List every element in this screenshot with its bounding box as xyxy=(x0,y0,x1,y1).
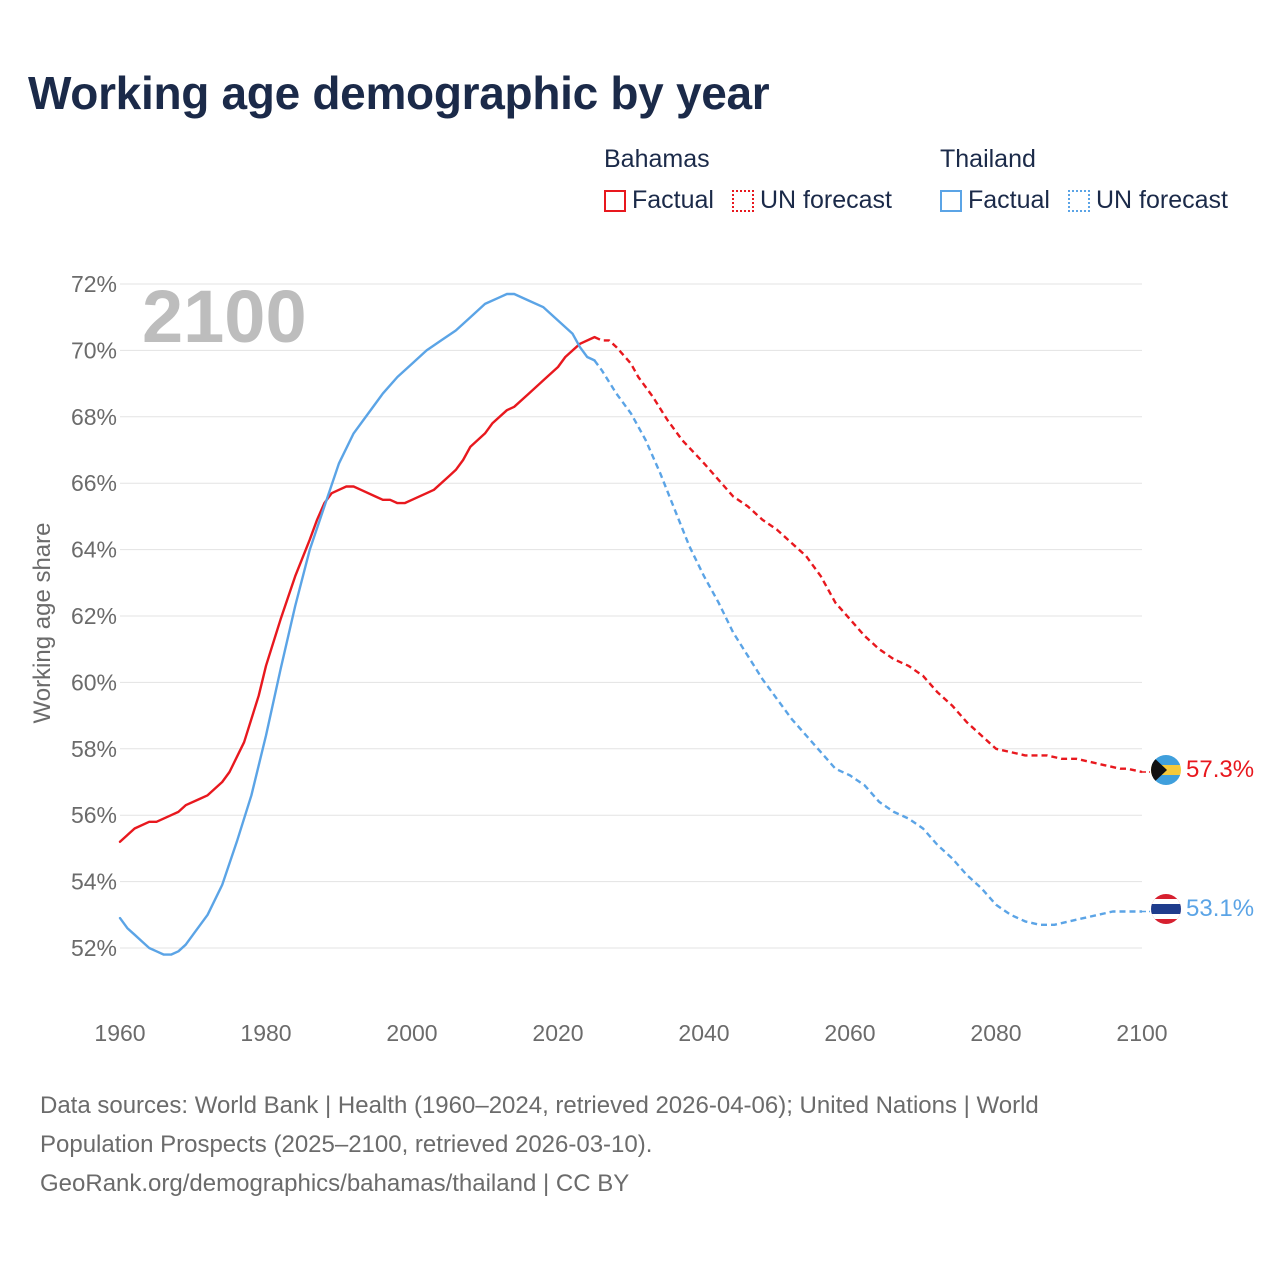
bahamas-end-label: 57.3% xyxy=(1186,756,1254,783)
source-line-2: Population Prospects (2025–2100, retriev… xyxy=(40,1131,653,1158)
legend-label: Factual xyxy=(632,186,714,214)
legend-group-bahamas: Bahamas Factual UN forecast xyxy=(604,145,910,215)
x-tick-label: 2020 xyxy=(532,1020,583,1046)
line-chart: 2100 52% 54% 56% 58% 60% 62% 64% 66% 68% 70% 72% 1… xyxy=(29,271,1254,1046)
y-tick-label: 58% xyxy=(71,736,117,762)
x-tick-label: 1960 xyxy=(94,1020,145,1046)
y-tick-label: 64% xyxy=(71,537,117,563)
y-tick-label: 54% xyxy=(71,869,117,895)
y-tick-label: 52% xyxy=(71,935,117,961)
thailand-forecast-line xyxy=(593,359,1142,926)
legend-item-bahamas-factual[interactable]: Factual xyxy=(604,186,714,215)
y-tick-label: 56% xyxy=(71,802,117,828)
bahamas-forecast-line xyxy=(594,336,1143,774)
legend-label: Factual xyxy=(968,186,1050,214)
thailand-end-label: 53.1% xyxy=(1186,895,1254,922)
footer: Data sources: World Bank | Health (1960–… xyxy=(40,1086,1240,1203)
legend-swatch-solid-icon xyxy=(940,189,962,212)
bahamas-factual-line xyxy=(118,335,596,843)
legend-group-name: Thailand xyxy=(940,145,1036,173)
legend-label: UN forecast xyxy=(759,186,892,214)
attribution-line: GeoRank.org/demographics/bahamas/thailan… xyxy=(40,1170,630,1197)
y-tick-label: 60% xyxy=(71,669,117,695)
thailand-factual-line xyxy=(118,292,596,956)
year-watermark: 2100 xyxy=(142,275,307,358)
legend-group-name: Bahamas xyxy=(604,145,710,173)
legend-item-thailand-factual[interactable]: Factual xyxy=(940,186,1050,215)
y-tick-label: 62% xyxy=(71,603,117,629)
x-tick-label: 2000 xyxy=(386,1020,437,1046)
legend-label: UN forecast xyxy=(1095,186,1228,214)
thailand-flag-icon xyxy=(1151,894,1181,924)
x-tick-label: 2040 xyxy=(678,1020,729,1046)
y-tick-label: 70% xyxy=(71,337,117,363)
legend-item-bahamas-forecast[interactable]: UN forecast xyxy=(731,186,892,215)
legend-swatch-dotted-icon xyxy=(1067,189,1090,212)
chart-title: Working age demographic by year xyxy=(28,67,770,119)
y-axis-label: Working age share xyxy=(29,523,56,724)
source-line-1: Data sources: World Bank | Health (1960–… xyxy=(40,1092,1039,1119)
y-tick-label: 68% xyxy=(71,404,117,430)
x-tick-label: 2060 xyxy=(824,1020,875,1046)
y-tick-label: 72% xyxy=(71,271,117,297)
bahamas-flag-icon xyxy=(1151,755,1181,785)
legend-swatch-dotted-icon xyxy=(731,189,754,212)
x-tick-label: 2100 xyxy=(1116,1020,1167,1046)
x-tick-label: 1980 xyxy=(240,1020,291,1046)
legend-group-thailand: Thailand Factual UN forecast xyxy=(940,145,1228,215)
x-tick-label: 2080 xyxy=(970,1020,1021,1046)
legend-swatch-solid-icon xyxy=(604,189,626,212)
legend-item-thailand-forecast[interactable]: UN forecast xyxy=(1067,186,1228,215)
y-tick-label: 66% xyxy=(71,470,117,496)
